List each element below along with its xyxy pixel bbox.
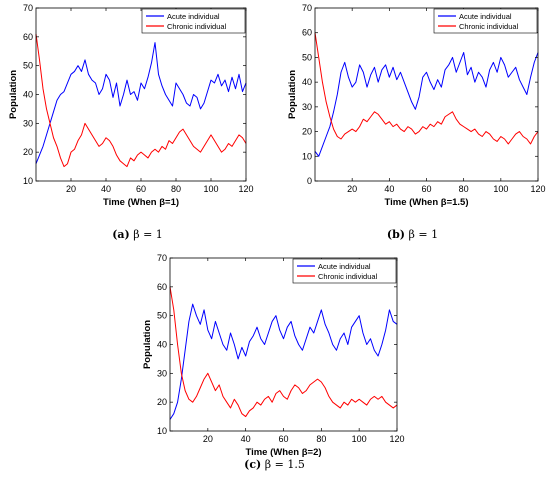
y-axis-label: Population — [8, 70, 19, 119]
x-axis-label: Time (When β=2) — [245, 447, 321, 458]
caption-b-text: β = 1 — [408, 228, 439, 241]
legend-label-acute: Acute individual — [459, 12, 512, 21]
x-tick-label: 120 — [389, 434, 404, 444]
y-tick-label: 50 — [23, 61, 33, 71]
x-tick-label: 120 — [238, 184, 253, 194]
series-line-acute — [169, 303, 398, 420]
legend-box — [292, 258, 397, 284]
y-tick-label: 40 — [23, 90, 33, 100]
series-line-chronic — [169, 286, 398, 418]
y-tick-label: 10 — [23, 176, 33, 186]
caption-c: (c) β = 1.5 — [137, 458, 412, 471]
chart-c: 20 40 60 80 100 120 10 20 30 40 50 60 70 Time (When β… — [142, 253, 405, 458]
plot-frame — [35, 7, 247, 182]
y-tick-label: 70 — [302, 3, 312, 13]
caption-b-label: (b) — [386, 228, 406, 241]
series-line-chronic — [314, 32, 539, 145]
x-tick-label: 60 — [421, 184, 431, 194]
x-tick-label: 40 — [241, 434, 251, 444]
plot-frame — [169, 257, 398, 432]
legend-label-acute: Acute individual — [167, 12, 220, 21]
y-tick-label: 60 — [157, 282, 167, 292]
y-axis-label: Population — [287, 70, 298, 119]
y-tick-label: 30 — [302, 102, 312, 112]
x-tick-label: 80 — [316, 434, 326, 444]
y-tick-label: 30 — [157, 368, 167, 378]
y-tick-label: 50 — [157, 311, 167, 321]
y-tick-label: 20 — [23, 147, 33, 157]
legend-label-chronic: Chronic individual — [318, 272, 378, 281]
x-tick-label: 60 — [278, 434, 288, 444]
y-tick-label: 40 — [302, 77, 312, 87]
y-tick-label: 50 — [302, 52, 312, 62]
caption-b: (b) β = 1 — [275, 228, 550, 241]
x-tick-label: 40 — [384, 184, 394, 194]
x-tick-label: 20 — [347, 184, 357, 194]
y-tick-label: 30 — [23, 118, 33, 128]
y-axis-label: Population — [142, 320, 153, 369]
legend-box — [433, 8, 538, 34]
y-tick-label: 40 — [157, 340, 167, 350]
x-tick-label: 80 — [171, 184, 181, 194]
chart-b: 20 40 60 80 100 120 0 10 20 30 40 50 60 70 Time (When … — [287, 3, 546, 208]
caption-c-label: (c) — [244, 458, 262, 471]
chart-panel-b: 20 40 60 80 100 120 0 10 20 30 40 50 60 70 Time (When … — [275, 0, 550, 255]
y-tick-label: 60 — [302, 28, 312, 38]
series-line-acute — [314, 51, 539, 157]
y-tick-label: 70 — [157, 253, 167, 263]
x-tick-label: 20 — [203, 434, 213, 444]
caption-c-text: β = 1.5 — [264, 458, 305, 471]
x-tick-label: 40 — [101, 184, 111, 194]
series-line-chronic — [35, 33, 247, 168]
chart-a: 20 40 60 80 100 120 10 20 30 40 50 60 70 Time (When β… — [8, 3, 254, 208]
x-tick-label: 100 — [352, 434, 367, 444]
chart-panel-a: 20 40 60 80 100 120 10 20 30 40 50 60 70 Time (When β… — [0, 0, 275, 255]
x-axis-label: Time (When β=1) — [103, 197, 179, 208]
y-tick-label: 70 — [23, 3, 33, 13]
x-tick-label: 60 — [136, 184, 146, 194]
legend-label-acute: Acute individual — [318, 262, 371, 271]
x-tick-label: 100 — [493, 184, 508, 194]
x-tick-label: 20 — [66, 184, 76, 194]
y-tick-label: 20 — [157, 397, 167, 407]
y-tick-label: 10 — [302, 151, 312, 161]
caption-a-text: β = 1 — [133, 228, 163, 241]
y-tick-label: 0 — [307, 176, 312, 186]
legend-label-chronic: Chronic individual — [167, 22, 227, 31]
caption-a-label: (a) — [112, 228, 130, 241]
y-tick-label: 20 — [302, 127, 312, 137]
y-tick-label: 10 — [157, 426, 167, 436]
chart-panel-c: 20 40 60 80 100 120 10 20 30 40 50 60 70 Time (When β… — [137, 250, 412, 483]
plot-frame — [314, 7, 539, 182]
x-axis-label: Time (When β=1.5) — [384, 197, 468, 208]
x-tick-label: 100 — [203, 184, 218, 194]
y-tick-label: 60 — [23, 32, 33, 42]
x-tick-label: 80 — [459, 184, 469, 194]
caption-a: (a) β = 1 — [0, 228, 275, 241]
legend-box — [141, 8, 246, 34]
x-tick-label: 120 — [530, 184, 545, 194]
series-line-acute — [35, 42, 247, 164]
legend-label-chronic: Chronic individual — [459, 22, 519, 31]
